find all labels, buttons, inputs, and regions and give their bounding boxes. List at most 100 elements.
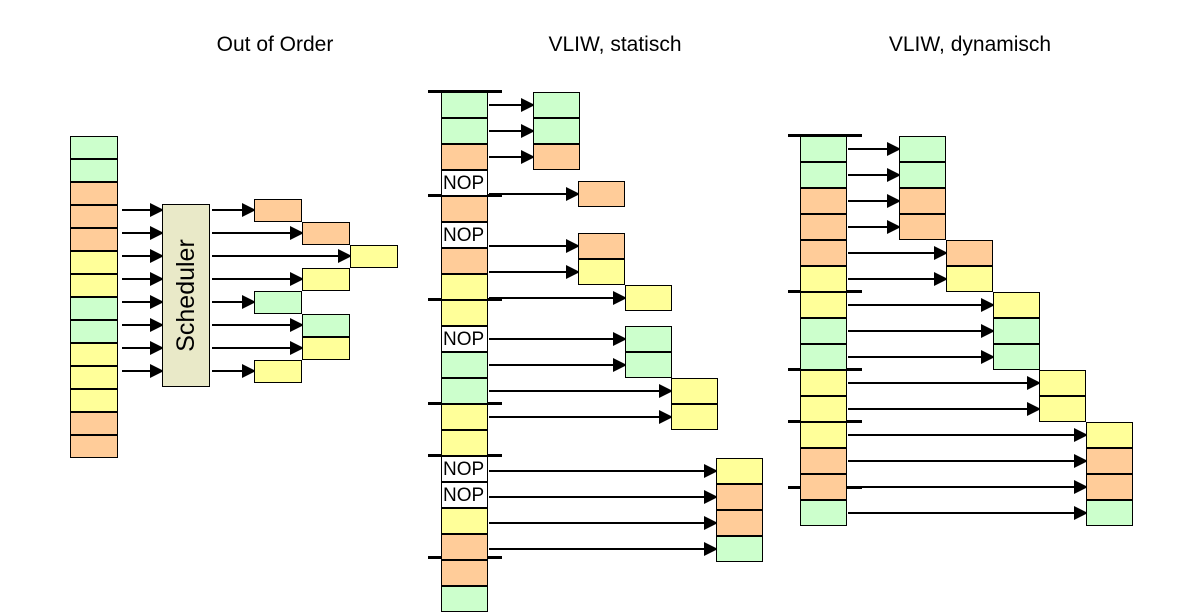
- panel-vliw-dynamisch-input-cell: [800, 266, 847, 292]
- panel-vliw-dynamisch-input-cell: [800, 240, 847, 266]
- panel-out-of-order-input-cell: [70, 366, 118, 389]
- panel-vliw-statisch-output-arrow-line: [489, 296, 613, 300]
- panel-vliw-statisch-output-arrow-head: [566, 187, 580, 201]
- panel-out-of-order-output-cell: [254, 291, 302, 314]
- panel-out-of-order-input-cell: [70, 136, 118, 159]
- panel-vliw-dynamisch-input-cell: [800, 448, 847, 474]
- panel-vliw-statisch-output-cell: [716, 484, 763, 510]
- panel-out-of-order-input-cell: [70, 182, 118, 205]
- panel-vliw-dynamisch-output-cell: [993, 344, 1040, 370]
- panel-vliw-statisch-output-arrow-line: [489, 192, 566, 196]
- panel-vliw-dynamisch-output-arrow-head: [1074, 480, 1088, 494]
- panel-out-of-order-output-arrow-line: [212, 231, 290, 235]
- panel-vliw-dynamisch-output-arrow-head: [887, 220, 901, 234]
- panel-vliw-dynamisch-output-cell: [1086, 500, 1133, 526]
- panel-vliw-statisch-nop-cell: NOP: [441, 482, 488, 508]
- panel-vliw-statisch-output-cell: [625, 326, 672, 352]
- panel-vliw-dynamisch-input-cell: [800, 318, 847, 344]
- panel-out-of-order-output-arrow-head: [338, 249, 352, 263]
- panel-vliw-statisch-input-cell: [441, 378, 488, 404]
- panel-vliw-statisch-nop-cell: NOP: [441, 326, 488, 352]
- panel-vliw-statisch-output-arrow-head: [521, 98, 535, 112]
- panel-vliw-statisch-output-cell: [578, 181, 625, 207]
- title-vliw-statisch: VLIW, statisch: [548, 33, 682, 56]
- panel-vliw-statisch-input-cell: [441, 248, 488, 274]
- panel-out-of-order-input-arrow-head: [150, 318, 164, 332]
- panel-vliw-dynamisch-output-arrow-head: [981, 324, 995, 338]
- panel-vliw-statisch-input-cell: [441, 196, 488, 222]
- panel-vliw-dynamisch-separator: [788, 134, 862, 137]
- panel-vliw-dynamisch-output-arrow-line: [848, 303, 981, 307]
- scheduler-label: Scheduler: [171, 239, 200, 352]
- panel-vliw-dynamisch-output-arrow-head: [887, 194, 901, 208]
- panel-out-of-order-input-cell: [70, 228, 118, 251]
- panel-vliw-statisch-output-cell: [533, 118, 580, 144]
- panel-vliw-dynamisch-input-cell: [800, 292, 847, 318]
- panel-out-of-order-output-cell: [254, 360, 302, 383]
- panel-out-of-order-scheduler-box[interactable]: Scheduler: [162, 204, 210, 387]
- panel-vliw-dynamisch-output-arrow-head: [1074, 454, 1088, 468]
- panel-vliw-dynamisch-output-cell: [1086, 474, 1133, 500]
- panel-vliw-dynamisch-output-arrow-line: [848, 329, 981, 333]
- panel-out-of-order-input-cell: [70, 205, 118, 228]
- panel-out-of-order-output-cell: [302, 314, 350, 337]
- panel-vliw-statisch-output-arrow-head: [659, 410, 673, 424]
- panel-vliw-dynamisch-output-cell: [946, 240, 993, 266]
- panel-vliw-statisch-output-arrow-head: [704, 464, 718, 478]
- nop-label: NOP: [443, 172, 485, 194]
- panel-out-of-order-output-arrow-line: [212, 346, 290, 350]
- panel-vliw-dynamisch-input-cell: [800, 396, 847, 422]
- panel-vliw-statisch-output-arrow-head: [704, 490, 718, 504]
- panel-vliw-statisch-input-cell: [441, 144, 488, 170]
- panel-out-of-order-input-arrow-line: [122, 323, 150, 327]
- panel-vliw-statisch-input-cell: [441, 586, 488, 612]
- panel-vliw-statisch-output-arrow-line: [489, 521, 704, 525]
- panel-out-of-order-output-arrow-head: [290, 226, 304, 240]
- panel-out-of-order-input-arrow-line: [122, 231, 150, 235]
- panel-vliw-statisch-output-arrow-head: [613, 358, 627, 372]
- panel-out-of-order-input-arrow-head: [150, 249, 164, 263]
- panel-vliw-dynamisch-output-cell: [899, 136, 946, 162]
- panel-vliw-dynamisch-output-arrow-head: [934, 246, 948, 260]
- nop-label: NOP: [443, 224, 485, 246]
- panel-vliw-dynamisch-output-arrow-line: [848, 511, 1074, 515]
- panel-out-of-order-input-cell: [70, 343, 118, 366]
- panel-vliw-statisch-separator: [428, 90, 502, 93]
- panel-vliw-statisch-output-cell: [578, 233, 625, 259]
- panel-out-of-order-input-arrow-line: [122, 369, 150, 373]
- panel-out-of-order-output-cell: [254, 199, 302, 222]
- panel-vliw-dynamisch-output-arrow-line: [848, 381, 1027, 385]
- panel-vliw-statisch-output-cell: [671, 378, 718, 404]
- panel-vliw-dynamisch-output-cell: [993, 318, 1040, 344]
- panel-vliw-statisch-output-arrow-line: [489, 469, 704, 473]
- panel-vliw-statisch-nop-cell: NOP: [441, 170, 488, 196]
- panel-vliw-statisch-output-arrow-head: [613, 291, 627, 305]
- panel-out-of-order-input-cell: [70, 320, 118, 343]
- panel-out-of-order-input-arrow-line: [122, 254, 150, 258]
- panel-vliw-dynamisch-output-cell: [1086, 422, 1133, 448]
- panel-vliw-statisch-output-cell: [716, 458, 763, 484]
- panel-vliw-dynamisch-output-arrow-head: [887, 142, 901, 156]
- panel-vliw-statisch-output-cell: [671, 404, 718, 430]
- panel-vliw-statisch-input-cell: [441, 92, 488, 118]
- panel-vliw-dynamisch-input-cell: [800, 422, 847, 448]
- panel-vliw-statisch-output-arrow-line: [489, 155, 521, 159]
- panel-vliw-dynamisch-input-cell: [800, 370, 847, 396]
- panel-vliw-dynamisch-input-cell: [800, 136, 847, 162]
- panel-vliw-dynamisch-output-arrow-head: [934, 272, 948, 286]
- panel-vliw-dynamisch-output-arrow-head: [1074, 428, 1088, 442]
- panel-out-of-order-output-arrow-head: [242, 295, 256, 309]
- panel-vliw-statisch-output-arrow-head: [659, 384, 673, 398]
- panel-vliw-dynamisch-output-arrow-head: [887, 168, 901, 182]
- panel-vliw-dynamisch-output-cell: [1086, 448, 1133, 474]
- panel-vliw-statisch-input-cell: [441, 534, 488, 560]
- panel-vliw-dynamisch-output-arrow-head: [981, 298, 995, 312]
- panel-vliw-statisch-output-arrow-line: [489, 547, 704, 551]
- panel-vliw-dynamisch-input-cell: [800, 474, 847, 500]
- panel-out-of-order-input-arrow-line: [122, 208, 150, 212]
- panel-vliw-statisch-output-arrow-line: [489, 270, 566, 274]
- panel-vliw-dynamisch-output-cell: [899, 214, 946, 240]
- panel-vliw-statisch-output-arrow-line: [489, 415, 659, 419]
- panel-out-of-order-output-arrow-line: [212, 323, 290, 327]
- panel-vliw-dynamisch-output-arrow-line: [848, 459, 1074, 463]
